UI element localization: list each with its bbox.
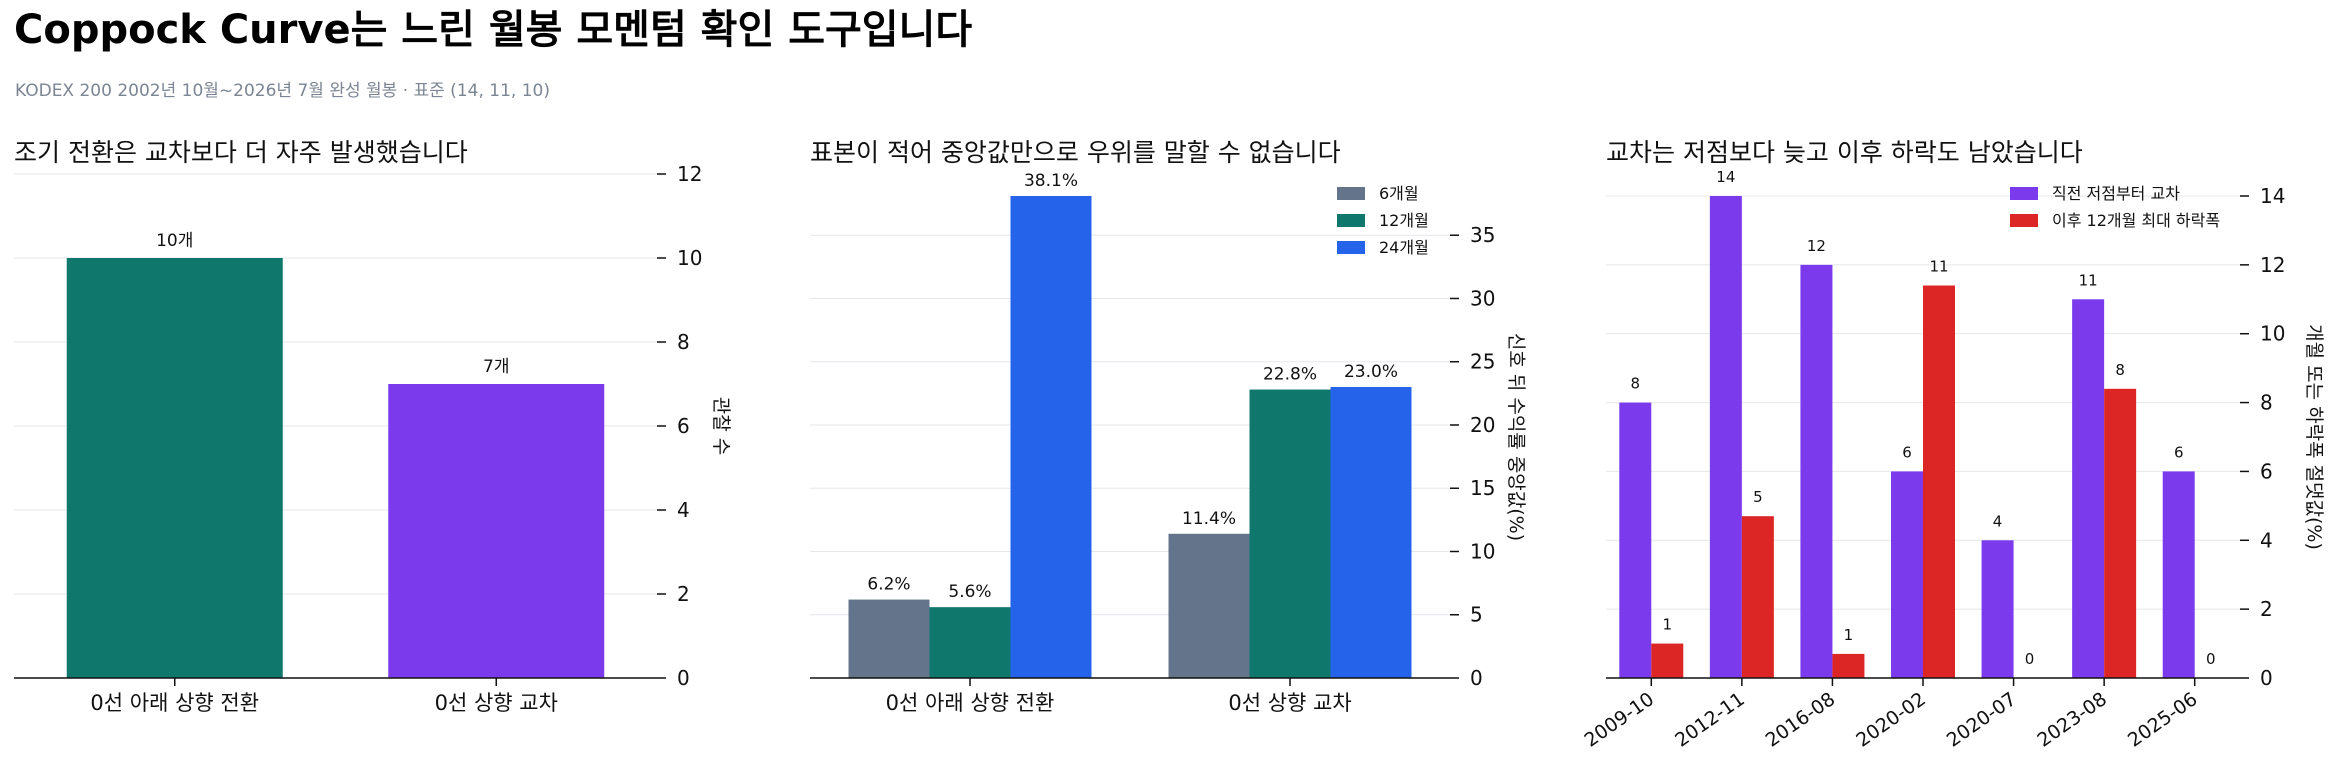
bar: [1832, 653, 1865, 678]
y-tick-label: 5: [1470, 603, 1483, 627]
legend-swatch: [2010, 187, 2038, 200]
bar: [1891, 471, 1923, 678]
y-tick-label: 30: [1470, 286, 1495, 310]
bar: [66, 258, 283, 678]
bar: [1741, 516, 1774, 678]
data-label: 12: [1807, 237, 1826, 255]
y-tick-label: 35: [1470, 223, 1495, 247]
data-label: 8: [2115, 361, 2125, 379]
y-axis-label: 개월 또는 하락폭 절댓값(%): [2303, 324, 2325, 550]
chart-panel-cross-lag: 교차는 저점보다 늦고 이후 하락도 남았습니다 811451216114011…: [1581, 138, 2325, 752]
data-label: 38.1%: [1024, 171, 1078, 191]
data-label: 6: [2174, 443, 2184, 461]
y-tick-label: 0: [677, 666, 690, 690]
bar: [1923, 285, 1955, 678]
data-label: 5.6%: [948, 582, 991, 602]
x-tick-label: 2020-07: [1943, 688, 2021, 752]
data-label: 22.8%: [1263, 365, 1317, 385]
x-tick-label: 2023-08: [2033, 688, 2111, 752]
x-tick-label: 2012-11: [1671, 688, 1749, 752]
legend-label: 12개월: [1379, 211, 1429, 230]
legend-swatch: [1337, 241, 1365, 254]
bar: [848, 599, 930, 678]
legend-label: 24개월: [1379, 238, 1429, 257]
x-tick-label: 2025-06: [2124, 688, 2202, 752]
bar: [929, 607, 1011, 678]
y-tick-label: 12: [2260, 253, 2285, 277]
data-label: 23.0%: [1344, 362, 1398, 382]
data-label: 6: [1902, 443, 1912, 461]
bar: [1800, 264, 1833, 678]
legend-label: 이후 12개월 최대 하락폭: [2052, 211, 2220, 230]
y-tick-label: 25: [1470, 350, 1495, 374]
y-tick-label: 10: [2260, 322, 2285, 346]
y-tick-label: 0: [1470, 666, 1483, 690]
y-tick-label: 14: [2260, 184, 2285, 208]
chart-title: 교차는 저점보다 늦고 이후 하락도 남았습니다: [1606, 138, 2083, 167]
y-tick-label: 8: [2260, 391, 2273, 415]
data-label: 5: [1753, 488, 1763, 506]
x-tick-label: 0선 상향 교차: [435, 691, 558, 715]
data-label: 0: [2025, 650, 2035, 668]
x-tick-label: 2009-10: [1581, 688, 1659, 752]
y-tick-label: 6: [2260, 459, 2273, 483]
bar: [1330, 387, 1412, 678]
page-title: Coppock Curve는 느린 월봉 모멘텀 확인 도구입니다: [14, 7, 973, 53]
x-tick-label: 0선 아래 상향 전환: [90, 691, 259, 715]
chart-title: 조기 전환은 교차보다 더 자주 발생했습니다: [14, 138, 468, 167]
bar: [1709, 196, 1742, 678]
data-label: 6.2%: [867, 575, 910, 595]
y-tick-label: 0: [2260, 666, 2273, 690]
legend-label: 6개월: [1379, 184, 1419, 203]
data-label: 7개: [483, 357, 509, 377]
y-tick-label: 2: [677, 582, 690, 606]
bar: [1651, 643, 1684, 678]
data-label: 11: [2079, 271, 2098, 289]
x-tick-label: 0선 아래 상향 전환: [886, 691, 1055, 715]
bar: [1249, 389, 1331, 678]
x-tick-label: 2020-02: [1852, 688, 1930, 752]
y-tick-label: 10: [677, 246, 702, 270]
legend-swatch: [2010, 214, 2038, 227]
legend-swatch: [1337, 187, 1365, 200]
data-label: 0: [2206, 650, 2216, 668]
data-label: 1: [1844, 626, 1854, 644]
y-tick-label: 4: [677, 498, 690, 522]
data-label: 8: [1631, 375, 1641, 393]
data-label: 11: [1929, 258, 1948, 276]
data-label: 4: [1993, 512, 2003, 530]
data-label: 11.4%: [1182, 509, 1236, 529]
data-label: 10개: [156, 231, 193, 251]
bar: [1010, 196, 1092, 678]
chart-panel-median-returns: 표본이 적어 중앙값만으로 우위를 말할 수 없습니다 6.2% 5.6% 38.1…: [810, 138, 1527, 715]
y-axis-label: 신호 뒤 수익률 중앙값(%): [1505, 333, 1527, 541]
bar: [388, 384, 605, 678]
chart-panel-signal-count: 조기 전환은 교차보다 더 자주 발생했습니다 10개 7개 0 2 4 6 8 10 12 0…: [14, 138, 732, 715]
data-label: 1: [1663, 616, 1673, 634]
page-subtitle: KODEX 200 2002년 10월~2026년 7월 완성 월봉 · 표준 …: [15, 81, 550, 101]
y-tick-label: 8: [677, 330, 690, 354]
bar: [2104, 388, 2137, 678]
bar: [1981, 540, 2014, 678]
data-label: 14: [1716, 168, 1735, 186]
bar: [2072, 299, 2105, 678]
legend-swatch: [1337, 214, 1365, 227]
y-tick-label: 20: [1470, 413, 1495, 437]
bar: [2162, 471, 2195, 678]
legend-label: 직전 저점부터 교차: [2052, 184, 2180, 203]
bar: [1619, 402, 1652, 678]
y-tick-label: 6: [677, 414, 690, 438]
y-tick-label: 2: [2260, 597, 2273, 621]
y-tick-label: 10: [1470, 539, 1495, 563]
y-tick-label: 12: [677, 162, 702, 186]
y-tick-label: 4: [2260, 528, 2273, 552]
bar: [1168, 533, 1250, 678]
x-tick-label: 0선 상향 교차: [1228, 691, 1351, 715]
chart-title: 표본이 적어 중앙값만으로 우위를 말할 수 없습니다: [810, 138, 1341, 167]
y-axis-label: 관찰 수: [710, 397, 732, 455]
x-tick-label: 2016-08: [1762, 688, 1840, 752]
y-tick-label: 15: [1470, 476, 1495, 500]
